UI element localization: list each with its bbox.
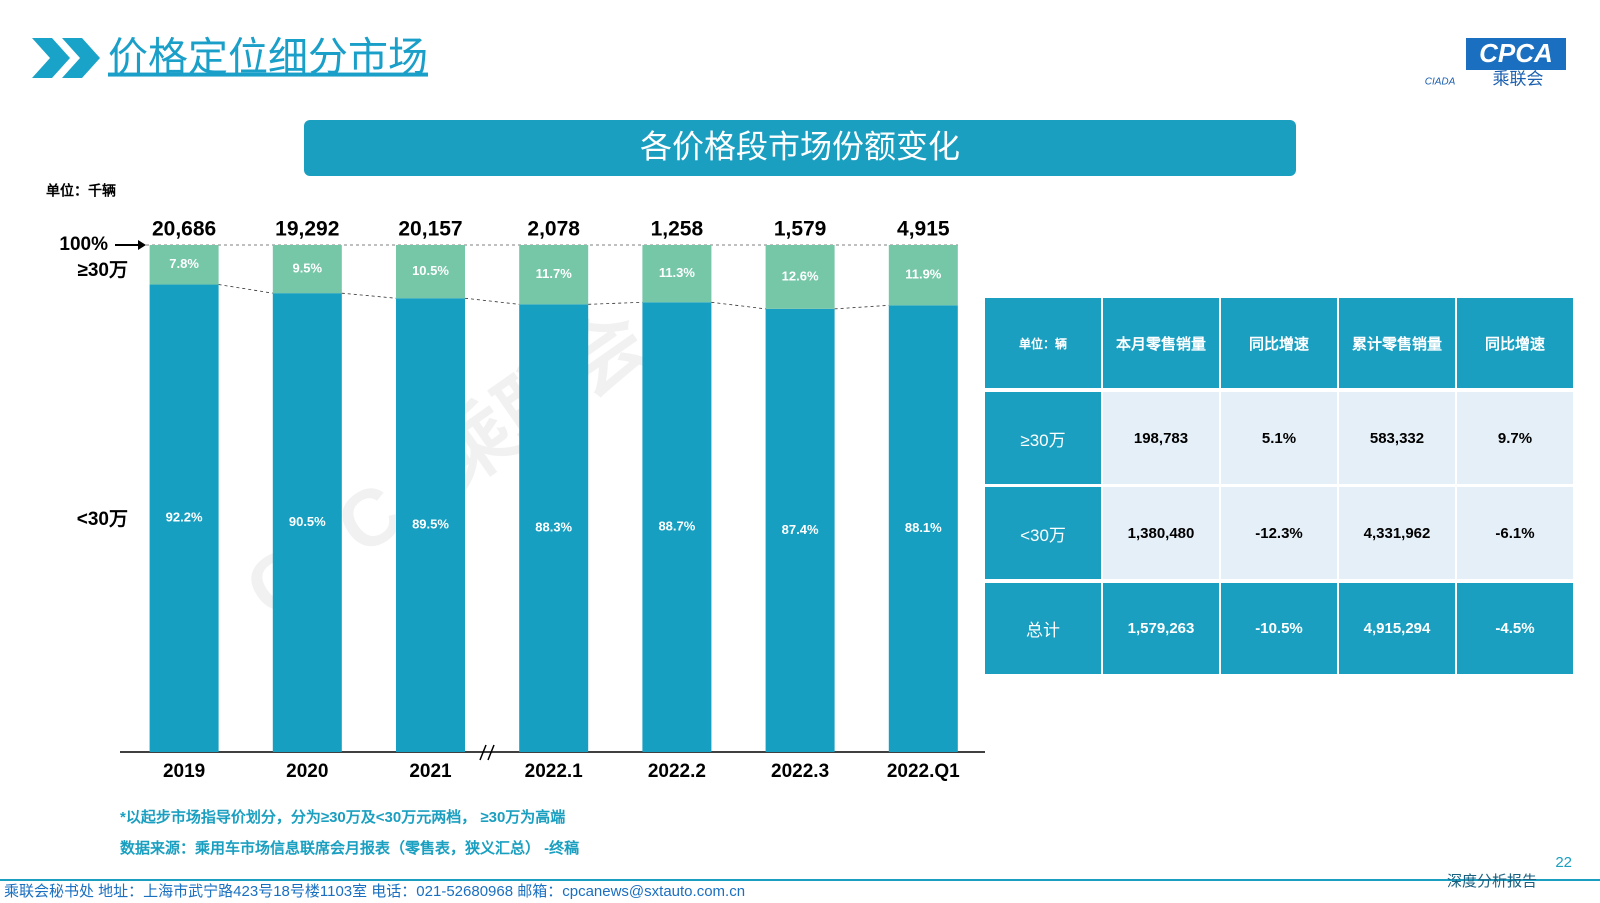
table-cell: 5.1%	[1221, 392, 1337, 484]
table-cell: -10.5%	[1221, 583, 1337, 674]
x-tick-label: 2022.Q1	[887, 761, 960, 782]
x-tick-label: 2021	[409, 761, 452, 782]
table-cell: 同比增速	[1457, 298, 1573, 388]
value-label: 90.5%	[289, 514, 326, 529]
table-cell: 单位：辆	[985, 298, 1101, 388]
bar-segment	[765, 245, 835, 309]
page-number: 22	[1555, 854, 1572, 871]
bar-segment	[519, 304, 589, 752]
logo-sub: 乘联会	[1493, 69, 1544, 88]
bar-segment	[765, 308, 835, 752]
bar-segment	[272, 293, 342, 752]
logo-mark: CIADA	[1425, 77, 1456, 88]
total-label: 1,579	[774, 218, 827, 241]
total-label: 20,157	[398, 218, 462, 241]
value-label: 92.2%	[166, 510, 203, 525]
banner	[304, 120, 1296, 176]
bar-segment	[396, 245, 465, 299]
bar-segment	[149, 284, 219, 752]
x-tick-label: 2022.1	[525, 761, 584, 782]
footer-contact: 乘联会秘书处 地址：上海市武宁路423号18号楼1103室 电话：021-526…	[4, 883, 745, 900]
table-cell: 583,332	[1339, 392, 1455, 484]
value-label: 89.5%	[412, 517, 449, 532]
table-cell: 同比增速	[1221, 298, 1337, 388]
y-tick-label: 100%	[59, 234, 108, 255]
table-cell: 4,915,294	[1339, 583, 1455, 674]
value-label: 7.8%	[169, 256, 199, 271]
bar-segment	[396, 298, 465, 752]
x-tick-label: 2022.2	[648, 761, 706, 782]
logo-box	[1466, 38, 1566, 70]
total-label: 2,078	[527, 218, 580, 241]
note: *以起步市场指导价划分，分为≥30万及<30万元两档， ≥30万为高端	[120, 808, 565, 826]
bar-segment	[642, 245, 712, 303]
value-label: 10.5%	[412, 263, 449, 278]
value-label: 12.6%	[782, 268, 819, 283]
connector	[218, 284, 273, 294]
table-cell: 总计	[985, 583, 1101, 674]
unit-label: 单位：千辆	[46, 183, 116, 199]
legend-label: ≥30万	[77, 260, 128, 281]
table-cell: 1,579,263	[1103, 583, 1219, 674]
value-label: 9.5%	[292, 261, 322, 276]
total-label: 20,686	[152, 218, 216, 241]
value-label: 88.3%	[535, 520, 572, 535]
bar-segment	[642, 302, 712, 752]
connector	[711, 301, 766, 310]
bar-segment	[519, 245, 589, 305]
total-label: 1,258	[651, 218, 704, 241]
table-cell: -6.1%	[1457, 487, 1573, 579]
table-cell: 4,331,962	[1339, 487, 1455, 579]
table-cell: <30万	[985, 487, 1101, 579]
value-label: 87.4%	[782, 522, 819, 537]
connector	[341, 292, 397, 299]
bar-segment	[888, 245, 958, 306]
table-cell: 1,380,480	[1103, 487, 1219, 579]
value-label: 11.3%	[659, 265, 696, 280]
chevron-icon	[32, 38, 100, 78]
value-label: 11.7%	[536, 266, 573, 281]
connector	[834, 304, 889, 310]
legend-label: <30万	[77, 509, 128, 530]
note: 数据来源：乘用车市场信息联席会月报表（零售表，狭义汇总） -终稿	[120, 839, 579, 857]
x-tick-label: 2019	[163, 761, 205, 782]
table-cell: -12.3%	[1221, 487, 1337, 579]
connector	[464, 297, 520, 305]
value-label: 11.9%	[905, 267, 942, 282]
table-cell: -4.5%	[1457, 583, 1573, 674]
table-cell: ≥30万	[985, 392, 1101, 484]
bar-segment	[149, 245, 219, 285]
banner-text: 各价格段市场份额变化	[640, 128, 960, 164]
total-label: 4,915	[897, 218, 950, 241]
table-cell: 9.7%	[1457, 392, 1573, 484]
bar-segment	[888, 305, 958, 752]
bar-segment	[272, 245, 342, 294]
table-cell: 198,783	[1103, 392, 1219, 484]
axis-break	[479, 744, 495, 761]
x-tick-label: 2022.3	[771, 761, 829, 782]
value-label: 88.1%	[905, 520, 942, 535]
total-label: 19,292	[275, 218, 339, 241]
x-tick-label: 2020	[286, 761, 328, 782]
table-cell: 本月零售销量	[1103, 298, 1219, 388]
table-cell: 累计零售销量	[1339, 298, 1455, 388]
value-label: 88.7%	[658, 519, 695, 534]
page-title: 价格定位细分市场	[108, 36, 428, 80]
logo-text: CPCA	[1479, 38, 1553, 68]
report-label: 深度分析报告	[1447, 873, 1537, 890]
arrow-head	[138, 240, 146, 250]
